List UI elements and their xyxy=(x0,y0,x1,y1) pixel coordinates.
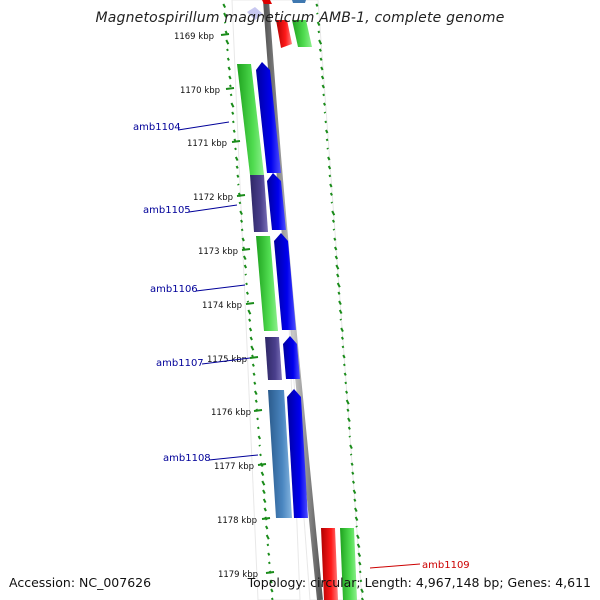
tick-label: 1172 kbp xyxy=(193,193,233,203)
cog-block-amb1104 xyxy=(237,64,264,175)
tick-label: 1174 kbp xyxy=(202,301,242,311)
cds-arrows xyxy=(256,62,308,518)
cds-arrow-amb1105 xyxy=(267,173,286,230)
gene-label-amb1105: amb1105 xyxy=(143,205,191,216)
genome-summary: Topology: circular; Length: 4,967,148 bp… xyxy=(247,575,591,590)
gene-labels: amb1104 amb1105 amb1106 amb1107 amb1108 … xyxy=(133,121,470,571)
cog-block-amb1108 xyxy=(268,390,292,518)
tick-label: 1177 kbp xyxy=(214,462,254,472)
gc-content-track-right xyxy=(315,3,364,600)
top-features xyxy=(247,0,312,48)
cog-block-amb1109 xyxy=(340,528,357,600)
tick-labels: 1169 kbp 1170 kbp 1171 kbp 1172 kbp 1173… xyxy=(174,32,258,580)
cog-block-amb1105 xyxy=(250,175,268,232)
cds-arrow-amb1104 xyxy=(256,62,281,173)
gene-label-amb1104: amb1104 xyxy=(133,122,181,133)
gene-label-amb1106: amb1106 xyxy=(150,284,198,295)
tick-label: 1176 kbp xyxy=(211,408,251,418)
cog-block-amb1107 xyxy=(265,337,282,380)
gene-label-amb1109: amb1109 xyxy=(422,560,470,571)
cog-block-amb1106 xyxy=(256,236,278,331)
cog-features xyxy=(237,64,292,518)
accession-label: Accession: NC_007626 xyxy=(9,575,152,590)
tick-marks xyxy=(220,33,275,574)
cds-arrow-amb1107 xyxy=(283,336,300,379)
tick-label: 1170 kbp xyxy=(180,86,220,96)
tick-label: 1178 kbp xyxy=(217,516,257,526)
tick-label: 1175 kbp xyxy=(207,355,247,365)
map-title: Magnetospirillum magneticum AMB-1, compl… xyxy=(95,10,505,26)
tick-label: 1173 kbp xyxy=(198,247,238,257)
cds-arrow-amb1108 xyxy=(287,389,308,518)
cds-block-amb1109 xyxy=(321,528,338,600)
cds-arrow-amb1106 xyxy=(274,233,296,330)
tick-label: 1179 kbp xyxy=(218,570,258,580)
bottom-features xyxy=(321,528,357,600)
tick-label: 1169 kbp xyxy=(174,32,214,42)
gene-label-amb1108: amb1108 xyxy=(163,453,211,464)
gene-label-amb1107: amb1107 xyxy=(156,358,204,369)
tick-label: 1171 kbp xyxy=(187,139,227,149)
